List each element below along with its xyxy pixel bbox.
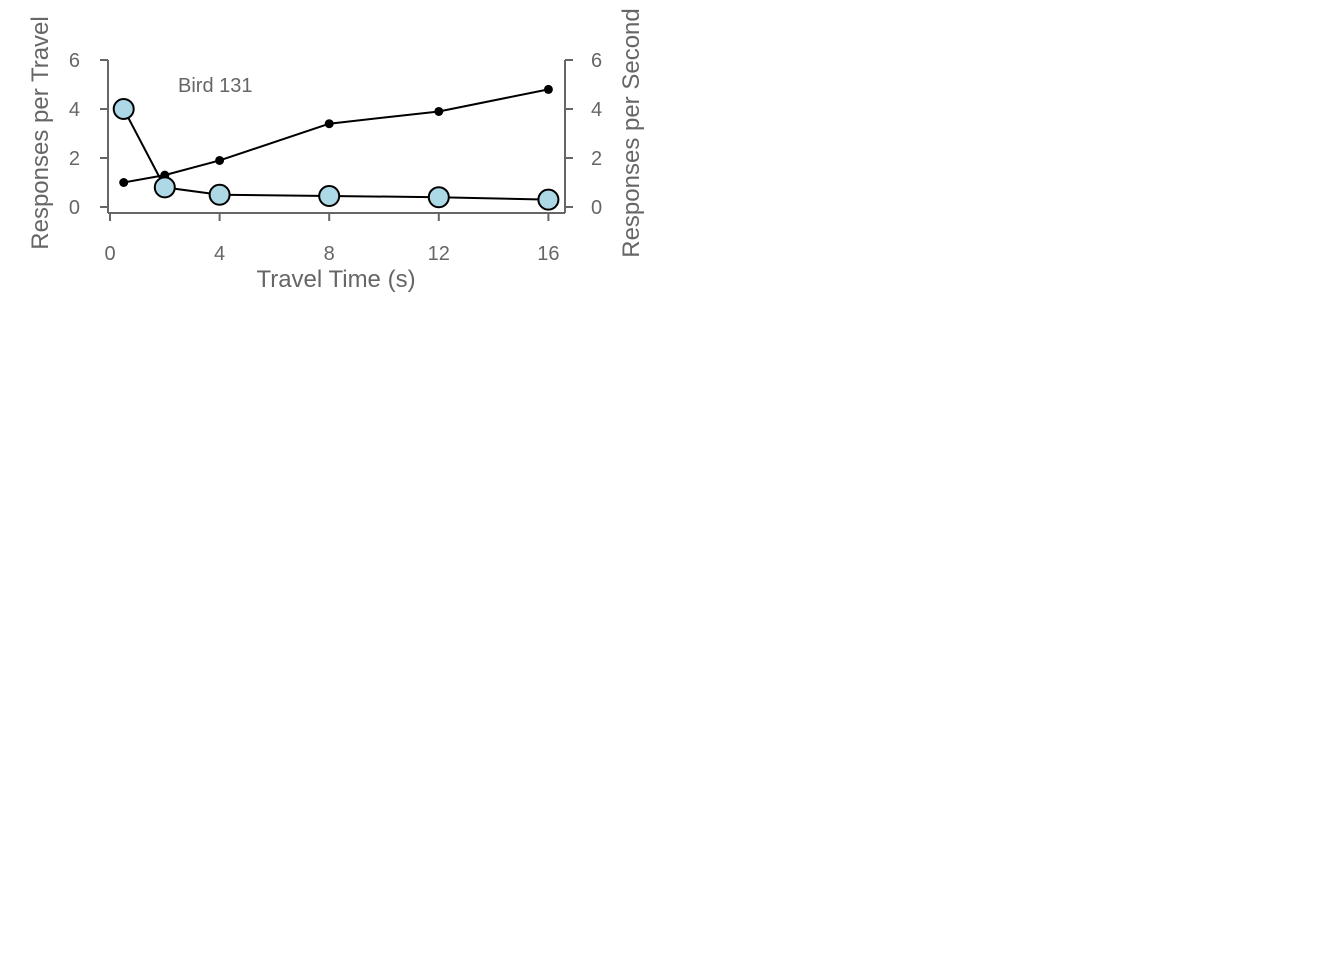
data-point-circle — [112, 98, 135, 120]
data-point-circle — [318, 184, 341, 207]
x-axis-title: Travel Time (s) — [256, 266, 415, 293]
data-point-circle — [208, 183, 231, 206]
data-point-circle — [153, 176, 176, 199]
y-left-tick-label: 6 — [69, 50, 80, 72]
y-axis-right-title: Responses per Second — [618, 8, 645, 258]
data-point-circle — [537, 188, 560, 211]
y-axis-left-title: Responses per Travel — [27, 16, 54, 249]
points-layer — [112, 84, 560, 211]
labels-layer: 0 2 4 6 0 2 4 6 0 4 8 12 16 Travel Time (s) Responses … — [27, 8, 645, 293]
data-point-circle — [427, 186, 450, 209]
data-point-dot — [119, 178, 129, 187]
x-tick-label: 8 — [324, 243, 335, 265]
x-tick-label: 12 — [428, 243, 450, 265]
x-tick-label: 4 — [214, 243, 225, 265]
series-line-1 — [122, 108, 549, 201]
data-point-dot — [434, 106, 444, 116]
y-right-tick-label: 0 — [591, 197, 602, 219]
y-left-tick-label: 4 — [69, 99, 80, 121]
y-right-tick-label: 4 — [591, 99, 602, 121]
y-left-tick-label: 0 — [69, 197, 80, 219]
annotation-label: Bird 131 — [178, 75, 253, 97]
data-point-dot — [215, 155, 225, 165]
axes-layer — [100, 59, 573, 221]
data-point-dot — [543, 84, 553, 94]
lines-layer — [122, 88, 549, 201]
x-tick-label: 0 — [104, 243, 115, 265]
y-right-tick-label: 6 — [591, 50, 602, 72]
y-left-tick-label: 2 — [69, 148, 80, 170]
series-line-0 — [123, 88, 549, 184]
y-right-tick-label: 2 — [591, 148, 602, 170]
x-tick-label: 16 — [537, 243, 559, 265]
data-point-dot — [324, 119, 334, 129]
